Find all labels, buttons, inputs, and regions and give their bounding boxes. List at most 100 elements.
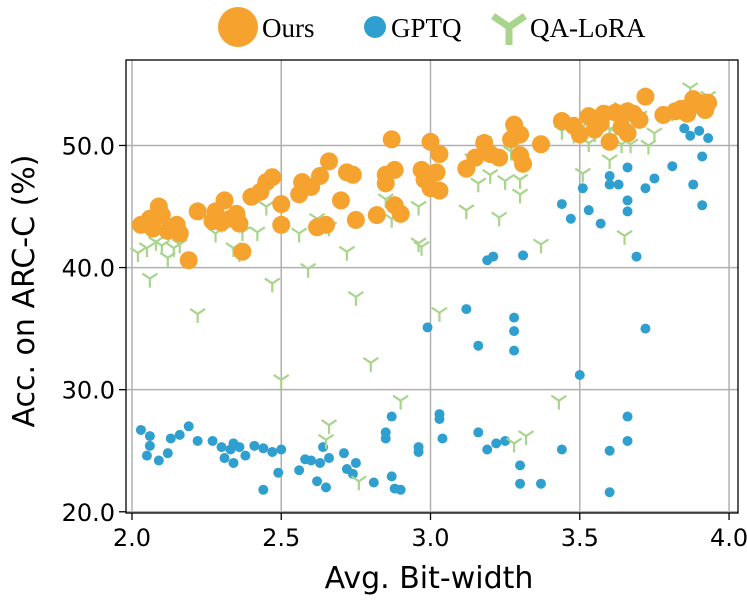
qa-lora-point	[517, 430, 535, 446]
qa-lora-point	[264, 277, 281, 293]
legend-marker-gptq	[364, 16, 386, 38]
gptq-point	[321, 482, 332, 493]
ours-point	[346, 210, 365, 229]
gptq-point	[276, 444, 287, 455]
gptq-point	[324, 453, 335, 464]
legend: Ours GPTQ QA-LoRA	[218, 7, 646, 47]
gptq-point	[488, 251, 499, 262]
x-tick-label: 2.0	[113, 524, 151, 552]
ours-point	[391, 204, 410, 223]
y-tick-label: 30.0	[62, 377, 115, 405]
gptq-point	[141, 450, 152, 461]
gptq-point	[583, 205, 594, 216]
gptq-point	[622, 206, 633, 217]
series-gptq	[135, 123, 714, 498]
qa-lora-point	[491, 211, 508, 227]
ours-point	[317, 215, 336, 234]
ours-point	[385, 160, 404, 179]
gptq-point	[422, 322, 433, 333]
legend-marker-ours	[218, 7, 258, 47]
qa-lora-point	[317, 433, 335, 449]
qa-lora-point	[574, 167, 591, 183]
qa-lora-point	[497, 174, 514, 190]
ours-point	[514, 154, 533, 173]
gptq-point	[515, 478, 526, 489]
legend-marker-qa-lora	[491, 13, 527, 45]
gptq-point	[437, 433, 448, 444]
qa-lora-point	[646, 127, 663, 143]
gptq-point	[434, 413, 445, 424]
gptq-point	[162, 448, 173, 459]
gptq-point	[535, 478, 546, 489]
gptq-point	[234, 442, 245, 453]
qa-lora-point	[458, 204, 475, 220]
gptq-point	[622, 162, 633, 173]
ours-point	[320, 152, 339, 171]
gptq-point	[697, 200, 708, 211]
gptq-point	[192, 435, 203, 446]
ours-point	[490, 148, 509, 167]
gptq-point	[207, 435, 218, 446]
qa-lora-point	[273, 373, 290, 389]
gptq-point	[688, 179, 699, 190]
gptq-point	[604, 179, 615, 190]
gptq-point	[413, 446, 424, 457]
ours-point	[170, 224, 189, 243]
gptq-point	[622, 411, 633, 422]
data-series	[129, 82, 718, 498]
gptq-point	[595, 218, 606, 229]
gptq-point	[604, 170, 615, 181]
gptq-point	[565, 213, 576, 224]
ours-point	[382, 130, 401, 149]
ours-point	[600, 132, 619, 151]
ours-point	[511, 125, 530, 144]
ours-point	[376, 174, 395, 193]
gptq-point	[306, 455, 317, 466]
ours-point	[179, 251, 198, 270]
legend-label-ours: Ours	[262, 13, 315, 43]
qa-lora-point	[431, 306, 448, 322]
x-tick-label: 2.5	[262, 524, 300, 552]
ours-point	[233, 242, 252, 261]
qa-lora-point	[505, 437, 523, 453]
grid-lines	[126, 60, 738, 513]
qa-lora-point	[482, 168, 499, 184]
qa-lora-point	[347, 290, 364, 306]
gptq-point	[622, 435, 633, 446]
gptq-point	[258, 484, 269, 495]
gptq-point	[509, 312, 520, 323]
ours-point	[699, 93, 718, 112]
gptq-point	[315, 457, 326, 468]
gptq-point	[640, 183, 651, 194]
gptq-point	[386, 411, 397, 422]
ours-point	[230, 214, 249, 233]
x-tick-label: 3.0	[411, 524, 449, 552]
y-axis-label: Acc. on ARC-C (%)	[7, 154, 42, 427]
legend-label-gptq: GPTQ	[391, 13, 462, 43]
ours-point	[311, 166, 330, 185]
qa-lora-point	[189, 308, 206, 323]
ours-point	[430, 145, 449, 164]
gptq-point	[622, 195, 633, 206]
gptq-point	[368, 477, 379, 488]
qa-lora-point	[320, 419, 338, 435]
x-axis-label: Avg. Bit-width	[325, 561, 534, 596]
gptq-point	[350, 457, 361, 468]
qa-lora-point	[362, 356, 379, 372]
qa-lora-point	[249, 226, 266, 242]
gptq-point	[667, 161, 678, 172]
gptq-point	[577, 183, 588, 194]
gptq-point	[183, 421, 194, 432]
ours-point	[343, 165, 362, 184]
gptq-point	[697, 151, 708, 162]
ours-point	[215, 191, 234, 210]
x-tick-label: 3.5	[561, 524, 599, 552]
qa-lora-point	[138, 242, 156, 258]
plot-frame	[125, 59, 739, 514]
gptq-point	[258, 443, 269, 454]
gptq-point	[216, 442, 227, 453]
gptq-point	[153, 455, 164, 466]
ours-point	[367, 206, 386, 225]
ours-point	[263, 168, 282, 187]
